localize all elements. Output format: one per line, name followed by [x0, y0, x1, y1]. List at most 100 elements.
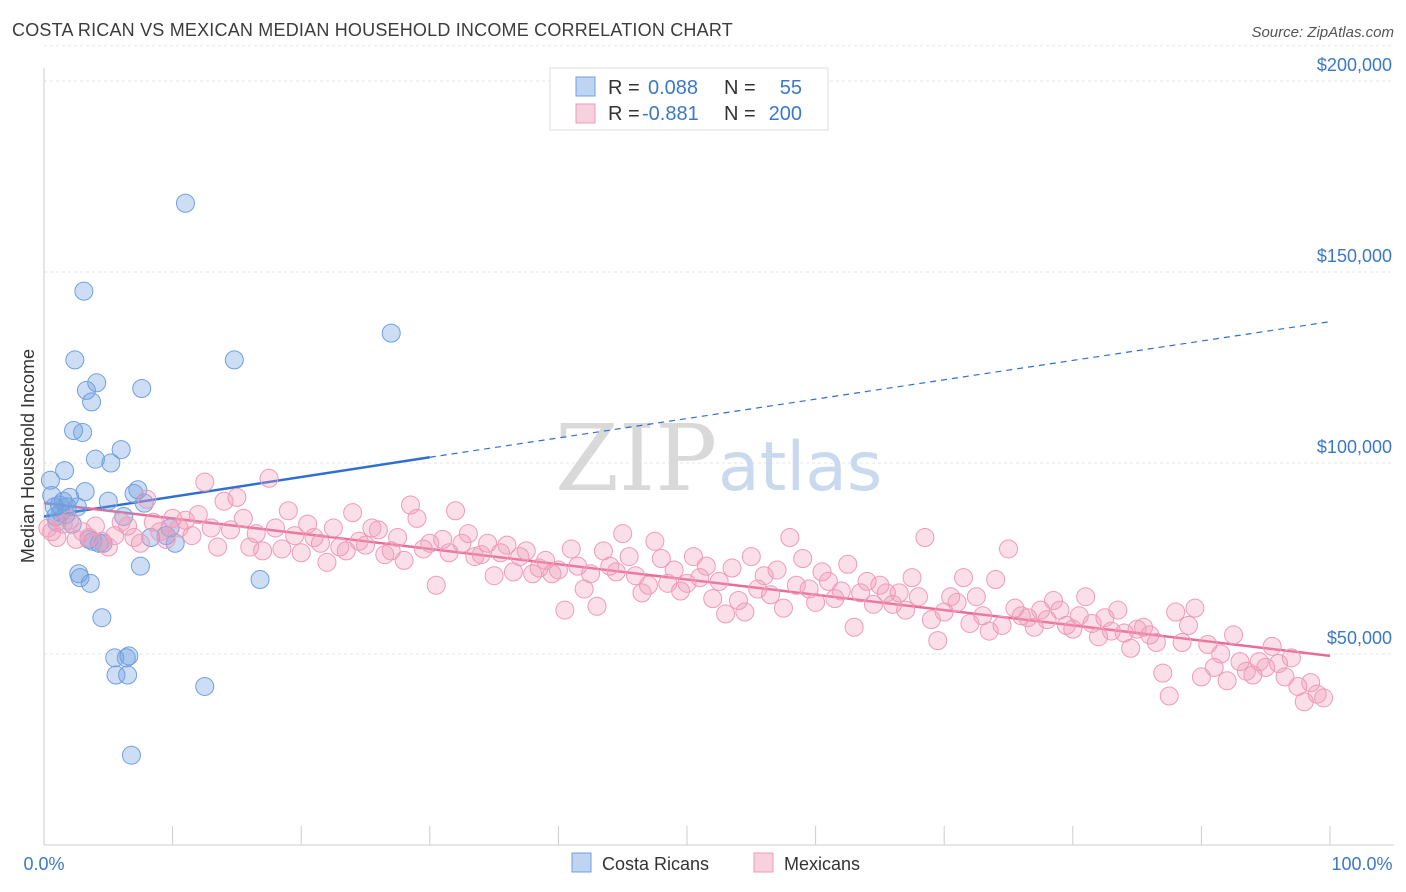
point-mexicans-180: [1191, 667, 1211, 687]
point-mexicans-177: [1172, 633, 1192, 653]
point-mexicans-167: [1108, 600, 1128, 620]
point-mexicans-55: [388, 527, 408, 547]
point-mexicans-102: [690, 568, 710, 588]
point-mexicans-35: [259, 468, 279, 488]
bottom-label-mexicans: Mexicans: [784, 854, 860, 874]
bottom-swatch-costa-ricans: [571, 852, 592, 873]
bottom-swatch-mexicans: [753, 852, 774, 873]
point-mexicans-191: [1262, 636, 1282, 656]
point-costa-ricans-40: [121, 745, 141, 765]
point-costa-ricans-50: [175, 193, 195, 213]
point-mexicans-184: [1217, 671, 1237, 691]
point-mexicans-112: [754, 566, 774, 586]
point-mexicans-116: [780, 527, 800, 547]
point-mexicans-143: [953, 568, 973, 588]
point-mexicans-110: [741, 547, 761, 567]
point-costa-ricans-21: [76, 380, 96, 400]
point-mexicans-199: [1314, 688, 1334, 708]
bottom-label-costa-ricans: Costa Ricans: [602, 854, 709, 874]
point-mexicans-152: [1011, 606, 1031, 626]
point-mexicans-98: [664, 560, 684, 580]
point-costa-ricans-35: [111, 440, 131, 460]
point-mexicans-179: [1185, 598, 1205, 618]
point-mexicans-147: [979, 621, 999, 641]
point-mexicans-70: [484, 566, 504, 586]
watermark: ZIP atlas: [555, 405, 882, 512]
point-mexicans-56: [394, 550, 414, 570]
legend-r-label-1: R =: [608, 77, 640, 99]
point-costa-ricans-41: [124, 484, 144, 504]
point-mexicans-170: [1127, 619, 1147, 639]
gridlines: [44, 45, 1394, 655]
point-mexicans-134: [896, 600, 916, 620]
point-costa-ricans-29: [92, 608, 112, 628]
watermark-zip: ZIP: [555, 405, 717, 512]
point-costa-ricans-14: [65, 350, 85, 370]
point-costa-ricans-24: [82, 392, 102, 412]
point-mexicans-71: [491, 543, 511, 563]
point-mexicans-38: [278, 501, 298, 521]
stats-legend: R = 0.088 N = 55 R = -0.881 N = 200: [549, 67, 829, 131]
point-mexicans-105: [709, 571, 729, 591]
y-tick-label-50000: $50,000: [1327, 628, 1392, 648]
point-mexicans-186: [1230, 652, 1250, 672]
point-mexicans-91: [619, 547, 639, 567]
point-mexicans-15: [130, 533, 150, 553]
point-mexicans-121: [812, 562, 832, 582]
point-mexicans-47: [336, 541, 356, 561]
point-mexicans-133: [889, 583, 909, 603]
point-costa-ricans-17: [70, 568, 90, 588]
point-mexicans-34: [253, 541, 273, 561]
point-mexicans-61: [426, 575, 446, 595]
point-mexicans-149: [992, 615, 1012, 635]
series-legend: Costa Ricans Mexicans: [571, 852, 860, 874]
legend-n-label-2: N =: [724, 103, 756, 125]
point-mexicans-43: [310, 533, 330, 553]
point-costa-ricans-26: [85, 449, 105, 469]
point-mexicans-50: [356, 535, 375, 555]
point-mexicans-128: [857, 571, 877, 591]
point-mexicans-65: [452, 533, 472, 553]
point-mexicans-10: [98, 537, 118, 557]
point-costa-ricans-19: [74, 281, 94, 301]
point-costa-ricans-20: [75, 482, 95, 502]
point-mexicans-24: [188, 505, 208, 525]
point-mexicans-115: [773, 598, 793, 618]
point-mexicans-106: [716, 604, 736, 624]
point-mexicans-130: [870, 575, 890, 595]
point-mexicans-108: [728, 591, 748, 611]
point-mexicans-1: [42, 522, 62, 542]
point-costa-ricans-8: [55, 461, 75, 481]
point-mexicans-13: [118, 516, 138, 536]
point-mexicans-107: [722, 558, 742, 578]
point-mexicans-27: [208, 537, 228, 557]
point-mexicans-77: [529, 558, 549, 578]
point-mexicans-60: [420, 533, 440, 553]
point-mexicans-48: [343, 503, 363, 523]
x-tick-label-start: 0.0%: [23, 854, 64, 874]
y-tick-label-150000: $150,000: [1317, 246, 1392, 266]
point-mexicans-80: [548, 560, 568, 580]
point-costa-ricans-27: [87, 373, 107, 393]
point-costa-ricans-18: [73, 422, 93, 442]
point-mexicans-114: [767, 560, 787, 580]
y-tick-labels: $50,000 $100,000 $150,000 $200,000: [1317, 55, 1392, 648]
point-costa-ricans-43: [130, 556, 150, 576]
point-mexicans-40: [291, 543, 311, 563]
point-mexicans-94: [638, 575, 658, 595]
point-mexicans-190: [1256, 657, 1276, 677]
point-mexicans-30: [227, 487, 247, 507]
point-mexicans-113: [761, 585, 781, 605]
point-mexicans-193: [1275, 667, 1295, 687]
point-mexicans-122: [818, 571, 838, 591]
legend-swatch-costa-ricans: [575, 76, 596, 97]
legend-swatch-mexicans: [575, 103, 596, 124]
point-mexicans-33: [246, 524, 266, 544]
source-label: Source: ZipAtlas.com: [1251, 24, 1394, 41]
point-costa-ricans-54: [381, 323, 401, 343]
point-mexicans-174: [1153, 663, 1173, 683]
point-mexicans-171: [1134, 617, 1154, 637]
point-mexicans-185: [1224, 625, 1244, 645]
point-mexicans-26: [201, 518, 221, 538]
